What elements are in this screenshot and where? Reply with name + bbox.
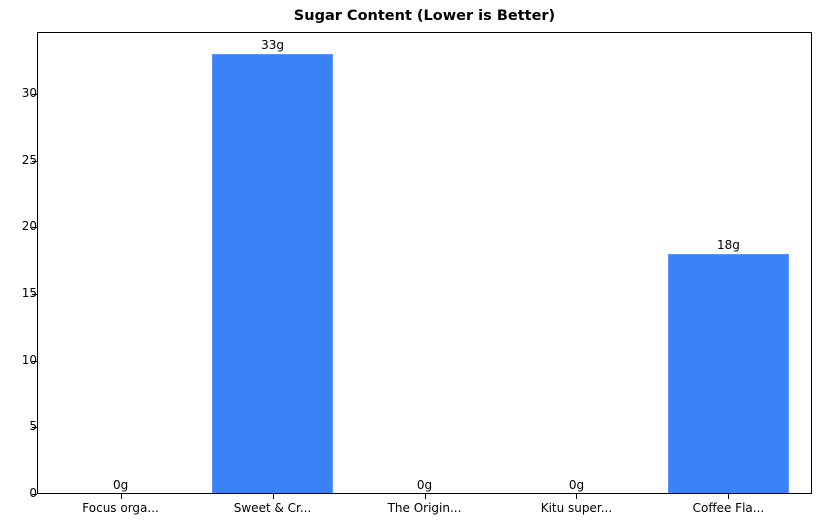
x-tick-mark: [424, 494, 426, 499]
bar-value-label: 0g: [416, 478, 433, 492]
bar: [211, 54, 334, 494]
x-tick-label: Focus orga...: [82, 501, 159, 515]
y-tick-label: 25: [21, 152, 37, 167]
y-tick-label: 30: [21, 86, 37, 100]
y-tick-mark: [32, 427, 37, 429]
bar: [667, 254, 790, 494]
y-tick-label: 15: [21, 286, 37, 300]
y-tick-mark: [32, 294, 37, 295]
x-tick-mark: [728, 494, 730, 499]
x-tick-label: The Origin...: [387, 501, 462, 515]
y-tick-label: 0: [29, 486, 37, 500]
y-tick-label: 5: [29, 419, 37, 434]
y-tick-mark: [32, 360, 37, 362]
x-tick-label: Sweet & Cr...: [233, 501, 312, 515]
y-tick-mark: [32, 494, 37, 495]
x-tick-mark: [272, 494, 274, 499]
bar-value-label: 18g: [716, 238, 740, 252]
y-tick-label: 10: [21, 352, 37, 367]
chart-title: Sugar Content (Lower is Better): [293, 8, 556, 24]
bar-value-label: 0g: [568, 478, 585, 492]
x-tick-mark: [120, 494, 122, 499]
y-tick-mark: [32, 160, 37, 162]
bar-value-label: 0g: [112, 478, 129, 492]
x-tick-mark: [576, 494, 578, 499]
y-tick-label: 20: [21, 219, 37, 234]
plot-area: [37, 32, 812, 494]
y-tick-mark: [32, 94, 37, 95]
x-tick-label: Kitu super...: [540, 501, 613, 515]
y-tick-mark: [32, 227, 37, 229]
x-tick-label: Coffee Fla...: [692, 501, 765, 515]
bar-value-label: 33g: [261, 38, 284, 52]
